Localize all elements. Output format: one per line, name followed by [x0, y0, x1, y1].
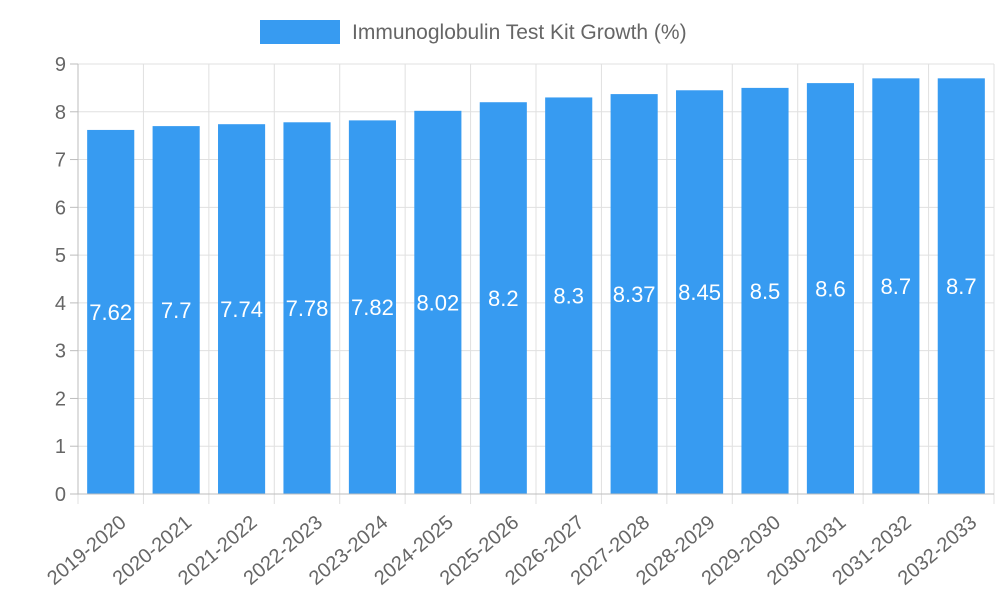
bar-data-label: 8.2 [488, 286, 519, 311]
bar-data-label: 8.6 [815, 277, 846, 302]
bar[interactable] [479, 102, 527, 494]
bars [87, 78, 985, 495]
grid-lines [77, 63, 995, 504]
bar-data-label: 8.37 [613, 282, 656, 307]
bar[interactable] [218, 124, 266, 494]
y-tick-label: 4 [55, 293, 66, 315]
y-tick-label: 8 [55, 102, 66, 124]
bar-data-label: 8.3 [553, 284, 584, 309]
bar-data-label: 8.7 [946, 274, 977, 299]
bar-data-label: 7.82 [351, 295, 394, 320]
bar[interactable] [283, 122, 331, 495]
bar[interactable] [676, 90, 724, 495]
legend-swatch[interactable] [260, 20, 340, 44]
bar-data-label: 8.5 [750, 279, 781, 304]
bar-data-label: 8.7 [881, 274, 912, 299]
bar[interactable] [872, 78, 920, 494]
y-tick-label: 1 [55, 436, 66, 458]
bar-data-label: 7.62 [89, 300, 132, 325]
bar[interactable] [87, 129, 135, 494]
y-tick-label: 2 [55, 388, 66, 410]
bar-data-label: 8.02 [416, 290, 459, 315]
bar-data-label: 7.78 [286, 296, 329, 321]
y-tick-label: 9 [55, 54, 66, 76]
y-tick-label: 5 [55, 245, 66, 267]
y-tick-label: 3 [55, 341, 66, 363]
bar[interactable] [414, 110, 462, 495]
bar[interactable] [806, 83, 854, 494]
data-labels: 7.62 7.7 7.74 7.78 7.82 8.02 8.2 8.3 8.37 8.45 8.5… [89, 274, 976, 325]
bar[interactable] [348, 120, 396, 494]
bar[interactable] [152, 126, 200, 494]
bar-data-label: 7.7 [161, 298, 192, 323]
y-tick-label: 7 [55, 150, 66, 172]
legend-label[interactable]: Immunoglobulin Test Kit Growth (%) [352, 21, 687, 44]
bar[interactable] [610, 94, 658, 494]
bar-data-label: 8.45 [678, 280, 721, 305]
bar[interactable] [741, 87, 789, 494]
y-tick-label: 0 [55, 484, 66, 506]
legend[interactable]: Immunoglobulin Test Kit Growth (%) [260, 20, 687, 44]
bar[interactable] [937, 78, 985, 494]
y-tick-label: 6 [55, 197, 66, 219]
bar-data-label: 7.74 [220, 297, 263, 322]
bar[interactable] [545, 97, 593, 494]
